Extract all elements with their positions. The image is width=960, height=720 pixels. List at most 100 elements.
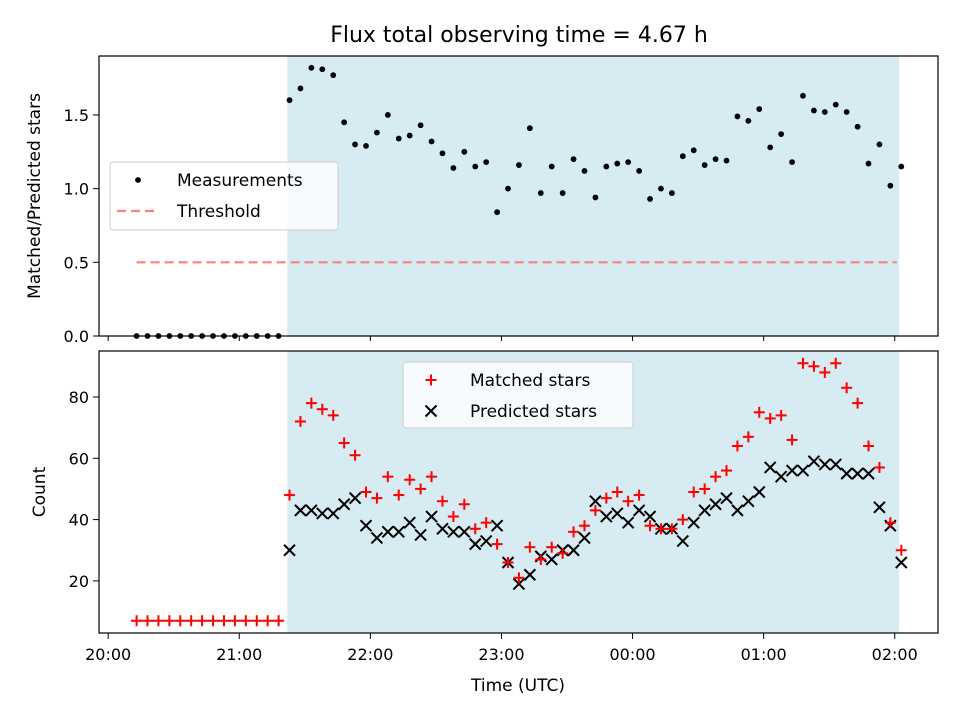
matched-star-marker <box>207 615 219 627</box>
predicted-marker-stroke <box>578 531 591 545</box>
y-tick-label: 60 <box>69 449 89 468</box>
matched-star-marker <box>622 495 634 507</box>
matched-star-marker <box>393 489 405 501</box>
predicted-marker-stroke <box>753 485 766 499</box>
predicted-star-marker <box>436 522 449 535</box>
predicted-marker-stroke <box>447 525 460 539</box>
matched-star-marker <box>426 471 438 483</box>
predicted-star-marker <box>818 458 832 471</box>
matched-star-marker <box>600 492 612 504</box>
predicted-star-marker <box>381 525 395 539</box>
predicted-marker-stroke <box>632 504 646 517</box>
predicted-star-marker <box>490 519 504 532</box>
measurement-point <box>679 153 686 160</box>
x-tick-label: 22:00 <box>347 645 393 664</box>
matched-star-marker <box>753 406 765 418</box>
predicted-star-marker <box>643 510 657 523</box>
predicted-marker-stroke <box>742 494 755 508</box>
predicted-star-marker <box>687 516 700 529</box>
matched-star-marker <box>524 541 536 553</box>
ratio-y-axis-label: Matched/Predicted stars <box>25 93 45 299</box>
y-tick-label: 20 <box>69 572 89 591</box>
matched-star-marker <box>185 615 197 627</box>
predicted-star-marker <box>414 528 427 542</box>
predicted-marker-stroke <box>294 504 307 517</box>
measurement-point <box>483 159 490 166</box>
measurement-point <box>668 190 675 196</box>
predicted-star-marker <box>731 504 744 517</box>
y-tick-label: 40 <box>69 511 89 530</box>
matched-star-marker <box>852 397 864 409</box>
matched-star-marker <box>273 615 285 627</box>
predicted-star-marker <box>720 491 733 505</box>
measurement-point <box>614 160 621 167</box>
predicted-marker-stroke <box>774 470 788 483</box>
predicted-star-marker <box>895 556 908 569</box>
matched-star-marker <box>535 553 547 565</box>
measurement-point <box>472 163 479 170</box>
x-tick-label: 02:00 <box>872 645 918 664</box>
matched-star-marker <box>316 403 328 415</box>
predicted-marker-stroke <box>796 464 810 477</box>
x-axis-label: Time (UTC) <box>470 676 565 696</box>
matched-star-marker <box>677 514 689 526</box>
measurement-point <box>494 209 500 216</box>
matched-star-marker <box>863 440 875 452</box>
measurement-point <box>384 112 391 118</box>
predicted-marker-stroke <box>327 507 340 520</box>
measurement-point <box>570 156 577 163</box>
predicted-star-marker <box>840 467 853 480</box>
matched-star-marker <box>196 615 208 627</box>
measurement-point <box>417 122 424 129</box>
predicted-star-marker <box>851 467 864 480</box>
matched-star-marker <box>163 615 175 627</box>
predicted-marker-stroke <box>731 504 744 517</box>
measurement-point <box>789 159 795 166</box>
measurement-point <box>395 135 402 142</box>
matched-star-marker <box>808 360 820 372</box>
predicted-marker-stroke <box>490 519 504 532</box>
measurement-point <box>516 162 522 168</box>
predicted-star-marker <box>698 504 711 517</box>
predicted-star-marker <box>632 504 646 517</box>
measurement-point <box>843 109 850 115</box>
predicted-marker-stroke <box>840 467 853 480</box>
matched-star-marker <box>546 541 558 553</box>
measurement-point <box>308 64 315 71</box>
predicted-marker-stroke <box>469 537 482 551</box>
ratio-plot-frame <box>98 55 939 337</box>
predicted-marker-stroke <box>436 522 449 535</box>
matched-star-marker <box>415 483 427 495</box>
matched-star-marker <box>568 526 580 538</box>
matched-star-marker <box>884 517 896 529</box>
predicted-star-marker <box>305 504 318 517</box>
predicted-star-marker <box>403 516 416 529</box>
predicted-marker-stroke <box>698 504 711 517</box>
predicted-marker-stroke <box>873 501 886 514</box>
matched-star-marker <box>436 495 448 507</box>
matched-star-marker <box>458 498 470 510</box>
matched-star-marker <box>742 431 754 443</box>
predicted-star-marker <box>600 510 613 523</box>
predicted-star-marker <box>611 507 624 520</box>
predicted-star-marker <box>676 534 690 548</box>
predicted-star-marker <box>294 504 307 517</box>
predicted-star-marker <box>327 507 340 520</box>
matched-star-marker <box>305 397 317 409</box>
measurement-point <box>876 141 883 148</box>
matched-star-marker <box>578 520 590 532</box>
measurement-point <box>690 147 697 154</box>
measurement-point <box>319 66 326 73</box>
predicted-marker-stroke <box>829 458 842 471</box>
matched-star-marker <box>229 615 241 627</box>
measurement-point <box>439 150 446 157</box>
predicted-star-marker <box>796 464 810 477</box>
count-legend: Matched stars Predicted stars <box>402 361 634 429</box>
ratio-legend: Measurements Threshold <box>109 161 339 231</box>
matched-star-marker <box>152 615 164 627</box>
measurement-point <box>778 131 785 138</box>
legend-label: Threshold <box>176 202 261 222</box>
predicted-marker-stroke <box>458 525 471 539</box>
predicted-marker-stroke <box>381 525 395 539</box>
legend-label: Predicted stars <box>470 402 597 422</box>
